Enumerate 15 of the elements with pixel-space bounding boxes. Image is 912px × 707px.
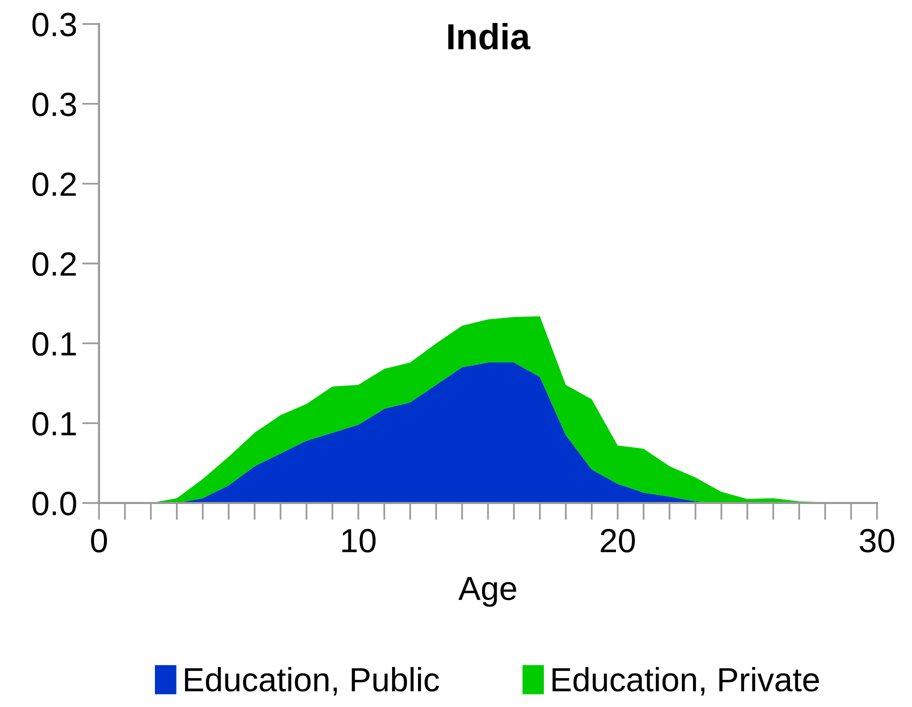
y-tick-label: 0.1 [32,412,76,436]
x-tick-label: 30 [860,528,894,552]
y-tick-label: 0.3 [32,92,76,116]
x-tick-label: 0 [91,528,107,552]
y-tick-label: 0.3 [32,12,76,36]
legend-label: Education, Private [552,667,819,696]
x-tick-label: 10 [342,528,376,552]
chart-title: India [448,23,530,50]
legend-label: Education, Public [185,667,439,696]
x-axis-title: Age [458,576,516,607]
y-tick-label: 0.2 [32,172,76,196]
x-tick-label: 20 [600,528,635,552]
y-tick-label: 0.1 [32,332,76,356]
y-tick-label: 0.0 [32,492,76,516]
y-tick-label: 0.2 [32,252,76,276]
